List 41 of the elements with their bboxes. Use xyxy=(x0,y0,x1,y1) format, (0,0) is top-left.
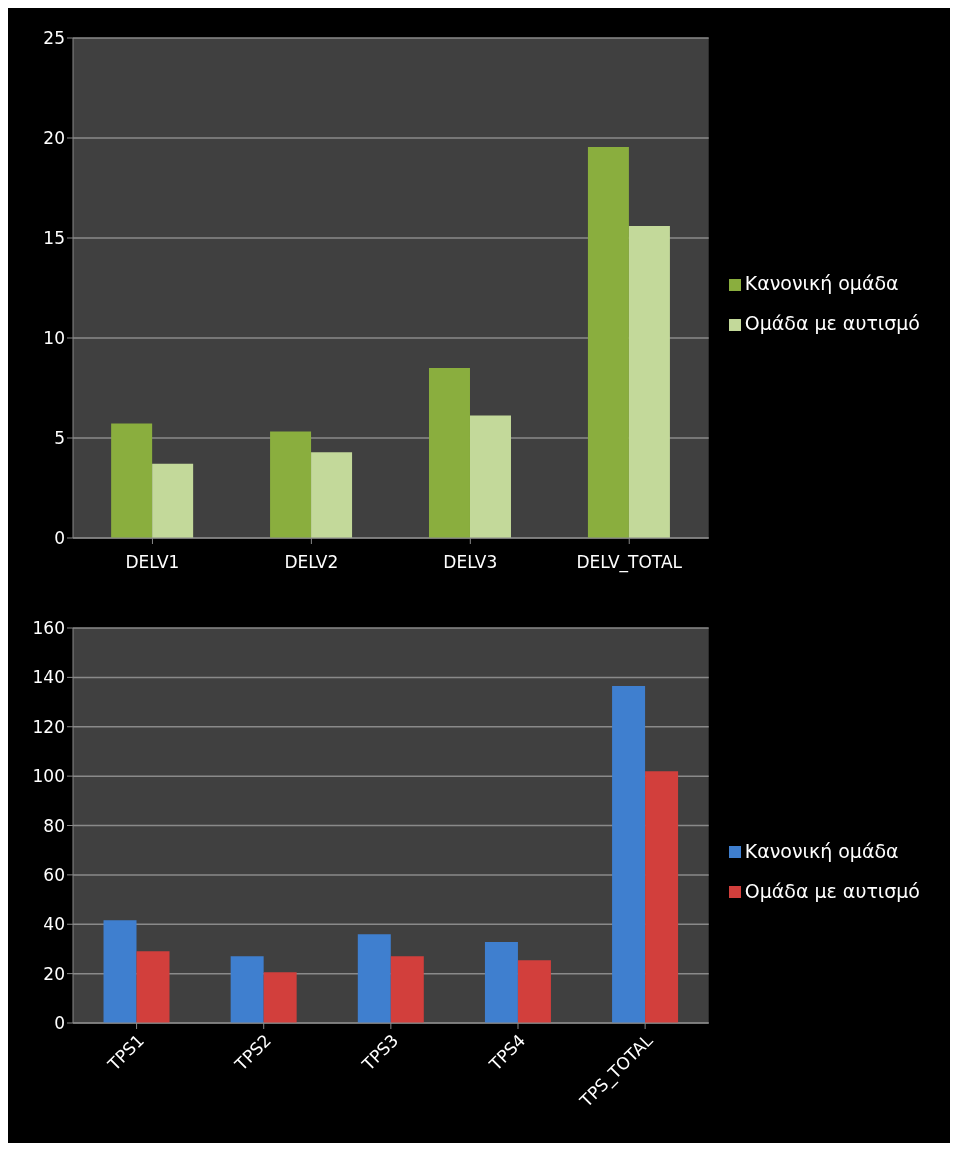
bar xyxy=(136,951,170,1023)
bar xyxy=(263,972,297,1023)
bar xyxy=(469,415,511,538)
y-tick-label: 80 xyxy=(43,815,65,836)
y-tick-label: 60 xyxy=(43,864,65,885)
bar xyxy=(230,956,264,1023)
bar xyxy=(612,686,646,1023)
y-tick-label: 5 xyxy=(54,428,65,449)
bar xyxy=(311,452,353,538)
bar xyxy=(390,956,424,1023)
bar xyxy=(357,934,391,1023)
y-tick-label: 120 xyxy=(32,716,65,737)
y-tick-label: 160 xyxy=(32,618,65,639)
y-tick-label: 20 xyxy=(43,963,65,984)
legend-label: Κανονική ομάδα xyxy=(744,839,899,862)
y-tick-label: 0 xyxy=(54,528,65,549)
x-tick-label: DELV3 xyxy=(443,552,498,573)
bar xyxy=(587,147,629,538)
y-tick-label: 0 xyxy=(54,1013,65,1034)
y-tick-label: 40 xyxy=(43,914,65,935)
bar xyxy=(645,771,679,1023)
legend-label: Κανονική ομάδα xyxy=(744,272,899,294)
bar xyxy=(103,920,137,1023)
x-tick-label: DELV_TOTAL xyxy=(576,552,683,574)
x-tick-label: DELV1 xyxy=(125,552,180,573)
bar xyxy=(517,960,551,1023)
y-tick-label: 15 xyxy=(43,228,65,249)
y-tick-label: 10 xyxy=(43,328,65,349)
bar xyxy=(152,463,194,538)
bar xyxy=(428,368,470,538)
bar xyxy=(270,431,312,538)
y-tick-label: 100 xyxy=(32,766,65,787)
x-tick-label: DELV2 xyxy=(284,552,339,573)
y-tick-label: 140 xyxy=(32,667,65,688)
bar xyxy=(628,226,670,538)
legend-label: Ομάδα με αυτισμό xyxy=(744,312,920,334)
y-tick-label: 20 xyxy=(43,128,65,149)
legend-label: Ομάδα με αυτισμό xyxy=(744,879,920,902)
bar xyxy=(111,423,153,538)
y-tick-label: 25 xyxy=(43,28,65,49)
bar xyxy=(484,942,518,1023)
